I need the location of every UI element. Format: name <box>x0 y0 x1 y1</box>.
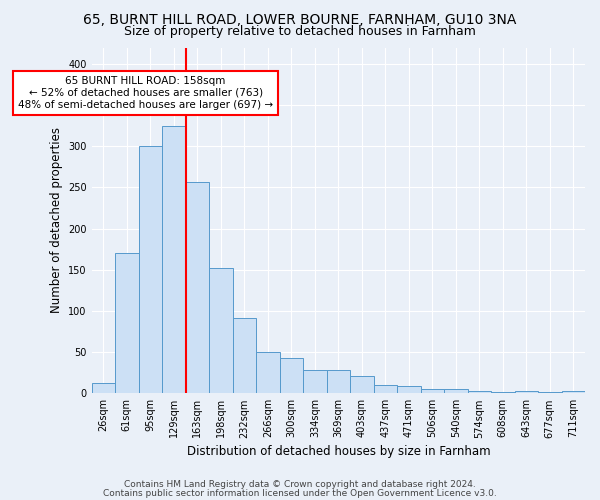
Y-axis label: Number of detached properties: Number of detached properties <box>50 128 62 314</box>
Bar <box>326 370 350 394</box>
Text: Size of property relative to detached houses in Farnham: Size of property relative to detached ho… <box>124 25 476 38</box>
Bar <box>256 352 280 394</box>
Bar <box>421 389 444 394</box>
Bar <box>515 391 538 394</box>
Bar <box>562 391 585 394</box>
Bar <box>92 382 115 394</box>
Text: 65, BURNT HILL ROAD, LOWER BOURNE, FARNHAM, GU10 3NA: 65, BURNT HILL ROAD, LOWER BOURNE, FARNH… <box>83 12 517 26</box>
Bar <box>538 392 562 394</box>
Bar <box>303 370 326 394</box>
X-axis label: Distribution of detached houses by size in Farnham: Distribution of detached houses by size … <box>187 444 490 458</box>
Text: Contains public sector information licensed under the Open Government Licence v3: Contains public sector information licen… <box>103 488 497 498</box>
Bar <box>162 126 185 394</box>
Bar <box>139 146 162 394</box>
Text: Contains HM Land Registry data © Crown copyright and database right 2024.: Contains HM Land Registry data © Crown c… <box>124 480 476 489</box>
Bar <box>115 254 139 394</box>
Bar <box>209 268 233 394</box>
Bar <box>185 182 209 394</box>
Text: 65 BURNT HILL ROAD: 158sqm
← 52% of detached houses are smaller (763)
48% of sem: 65 BURNT HILL ROAD: 158sqm ← 52% of deta… <box>18 76 273 110</box>
Bar <box>280 358 303 394</box>
Bar <box>444 389 467 394</box>
Bar <box>374 385 397 394</box>
Bar <box>350 376 374 394</box>
Bar <box>233 318 256 394</box>
Bar <box>491 392 515 394</box>
Bar <box>467 391 491 394</box>
Bar <box>397 386 421 394</box>
